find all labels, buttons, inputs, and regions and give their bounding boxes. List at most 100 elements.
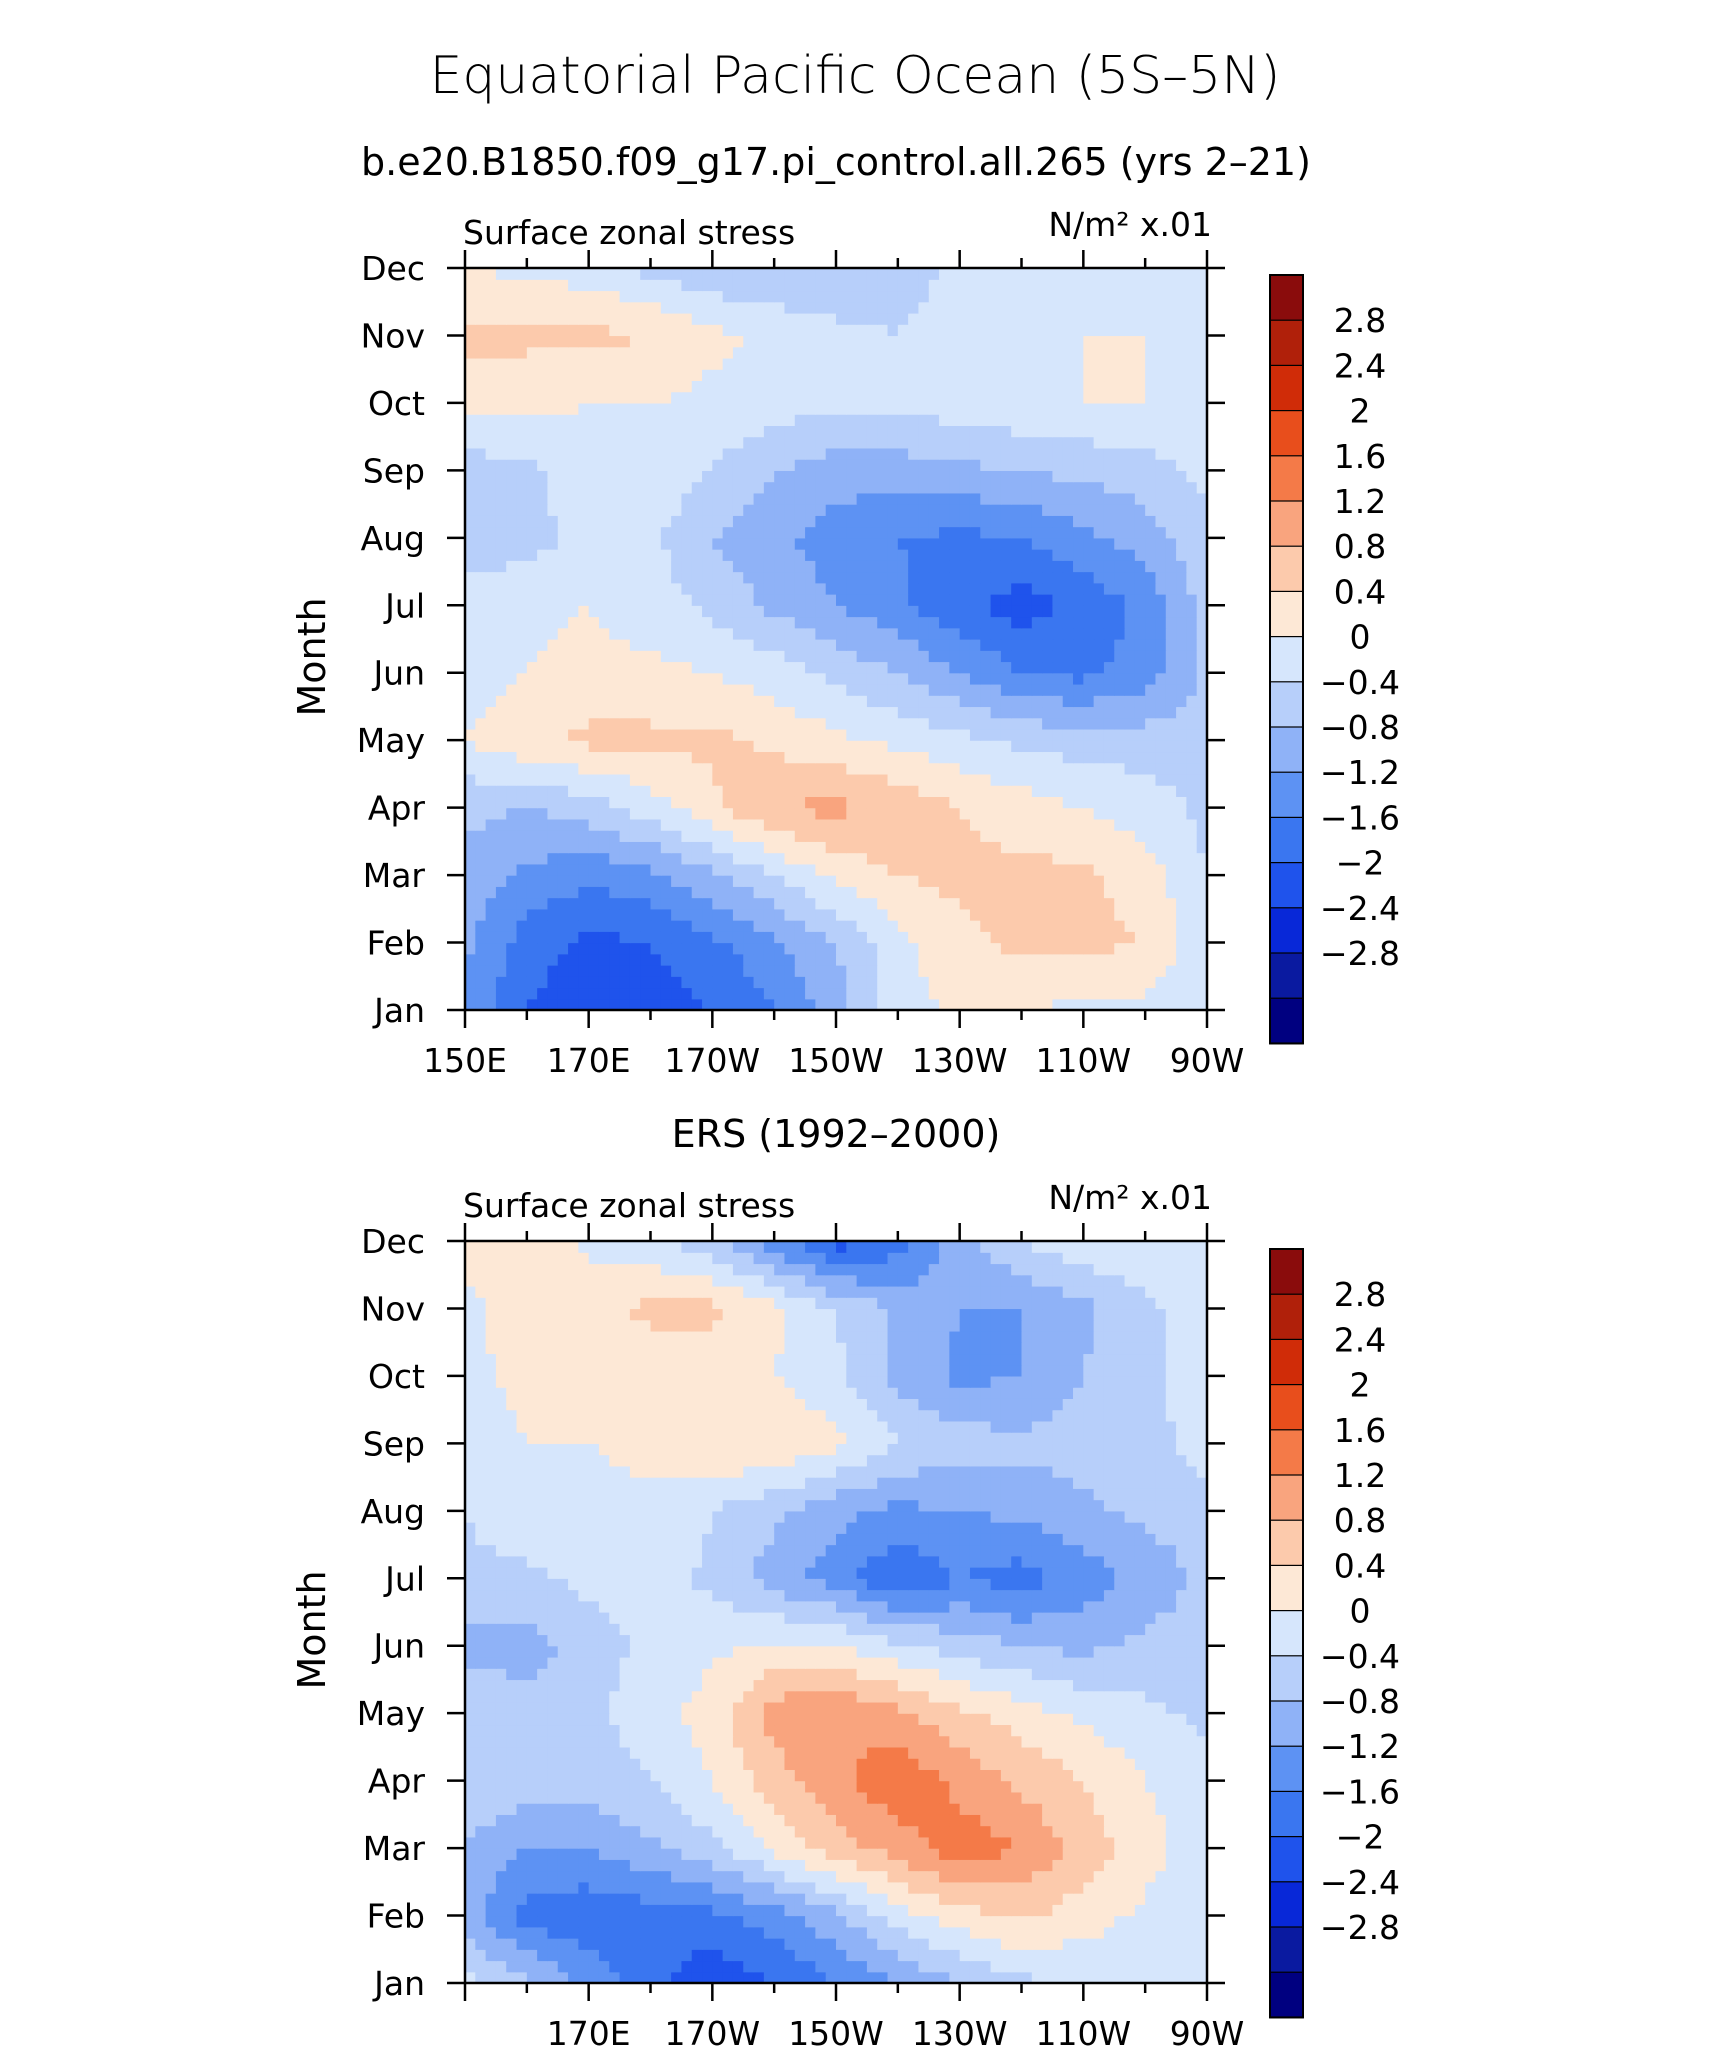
heatmap-cell (650, 425, 662, 438)
heatmap-cell (1145, 908, 1157, 921)
heatmap-cell (949, 324, 961, 337)
heatmap-cell (1155, 436, 1167, 449)
heatmap-cell (660, 447, 672, 460)
heatmap-cell (815, 920, 827, 932)
heatmap-cell (928, 324, 940, 337)
heatmap-cell (547, 886, 559, 899)
heatmap-cell (763, 931, 775, 944)
heatmap-cell (1124, 312, 1136, 325)
heatmap-cell (866, 549, 878, 561)
heatmap-cell (1000, 762, 1012, 775)
heatmap-cell (598, 740, 610, 753)
heatmap-cell (897, 661, 909, 674)
heatmap-cell (681, 268, 693, 280)
heatmap-cell (506, 931, 518, 944)
heatmap-cell (495, 897, 507, 910)
heatmap-cell (557, 751, 569, 764)
heatmap-cell (516, 965, 528, 977)
heatmap-cell (1093, 818, 1105, 831)
heatmap-cell (949, 818, 961, 831)
heatmap-cell (1176, 594, 1187, 606)
heatmap-cell (660, 830, 672, 842)
heatmap-cell (712, 616, 724, 629)
heatmap-cell (578, 796, 590, 809)
heatmap-cell (918, 762, 930, 775)
heatmap-cell (980, 818, 992, 831)
heatmap-cell (568, 526, 579, 539)
heatmap-cell (1196, 683, 1208, 696)
heatmap-cell (990, 965, 1002, 977)
heatmap-cell (774, 863, 786, 876)
heatmap-cell (619, 672, 631, 685)
heatmap-cell (784, 852, 796, 865)
heatmap-cell (1196, 290, 1208, 303)
heatmap-cell (794, 526, 806, 539)
heatmap-cell (568, 571, 579, 584)
heatmap-cell (568, 605, 579, 618)
heatmap-cell (578, 459, 590, 471)
heatmap-cell (939, 785, 950, 797)
heatmap-cell (805, 998, 816, 1011)
heatmap-cell (959, 616, 971, 629)
heatmap-cell (836, 807, 847, 820)
heatmap-cell (1176, 447, 1187, 460)
heatmap-cell (805, 695, 816, 708)
heatmap-cell (753, 976, 765, 989)
heatmap-cell (815, 976, 827, 989)
heatmap-cell (908, 807, 920, 820)
heatmap-cell (640, 740, 652, 753)
heatmap-cell (784, 683, 796, 696)
heatmap-cell (836, 886, 847, 899)
heatmap-cell (908, 312, 920, 325)
heatmap-cell (506, 897, 518, 910)
heatmap-cell (805, 987, 816, 1000)
heatmap-cell (671, 324, 683, 337)
heatmap-cell (609, 920, 621, 932)
heatmap-cell (753, 639, 765, 651)
heatmap-cell (1000, 447, 1012, 460)
heatmap-cell (485, 785, 497, 797)
heatmap-cell (753, 942, 765, 955)
heatmap-cell (805, 549, 816, 561)
heatmap-cell (949, 436, 961, 449)
heatmap-cell (1042, 526, 1054, 539)
heatmap-cell (712, 818, 724, 831)
heatmap-cell (1031, 683, 1043, 696)
heatmap-cell (743, 526, 755, 539)
heatmap-cell (547, 818, 559, 831)
heatmap-cell (815, 762, 827, 775)
heatmap-cell (640, 402, 652, 415)
heatmap-cell (506, 706, 518, 719)
heatmap-cell (712, 830, 724, 842)
heatmap-cell (1021, 965, 1033, 977)
heatmap-cell (609, 290, 621, 303)
heatmap-cell (774, 751, 786, 764)
heatmap-cell (475, 481, 487, 494)
heatmap-cell (557, 605, 569, 618)
heatmap-cell (1083, 436, 1095, 449)
heatmap-cell (660, 279, 672, 292)
heatmap-cell (1114, 414, 1126, 426)
heatmap-cell (949, 796, 961, 809)
heatmap-cell (732, 830, 744, 842)
heatmap-cell (588, 324, 600, 337)
heatmap-cell (1134, 706, 1146, 719)
heatmap-cell (691, 751, 703, 764)
heatmap-cell (702, 998, 713, 1011)
heatmap-cell (568, 537, 579, 550)
heatmap-cell (897, 268, 909, 280)
heatmap-cell (578, 998, 590, 1011)
heatmap-cell (1186, 335, 1198, 348)
heatmap-cell (815, 481, 827, 494)
heatmap-cell (1021, 818, 1033, 831)
heatmap-cell (557, 346, 569, 359)
heatmap-cell (691, 785, 703, 797)
heatmap-cell (1000, 875, 1012, 887)
heatmap-cell (990, 391, 1002, 404)
heatmap-cell (784, 425, 796, 438)
heatmap-cell (784, 459, 796, 471)
heatmap-cell (485, 830, 497, 842)
heatmap-cell (949, 987, 961, 1000)
heatmap-cell (990, 459, 1002, 471)
heatmap-cell (660, 301, 672, 314)
